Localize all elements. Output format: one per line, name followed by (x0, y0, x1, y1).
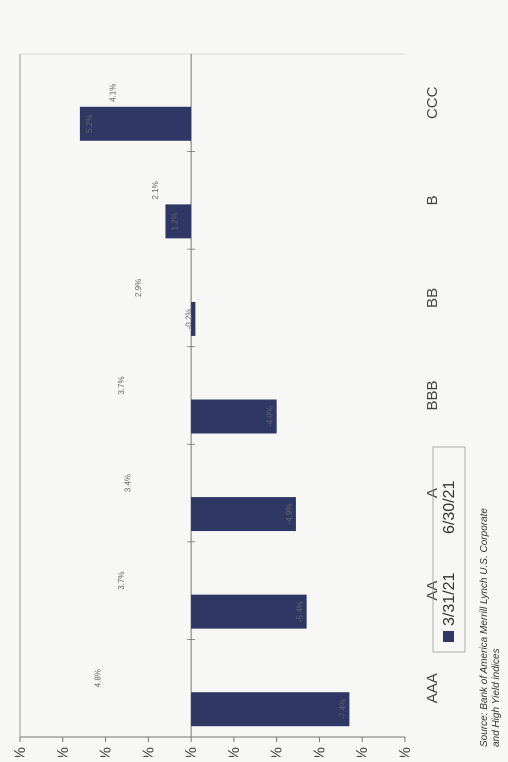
category-label: B (424, 195, 441, 205)
data-label-series-1: -4.0% (266, 406, 275, 427)
bars-group (79, 106, 350, 727)
value-tick-label: -10% (397, 747, 414, 757)
value-tick-label: 6% (55, 747, 72, 757)
value-tick-label: -6% (311, 747, 328, 757)
data-label-series-2: 3.7% (117, 572, 126, 590)
source-note-line-2: and High Yield indices (491, 648, 502, 747)
value-tick-label: 2% (140, 747, 157, 757)
bar-series-1 (79, 106, 192, 141)
bar-series-1 (191, 497, 296, 532)
value-tick-label: -4% (269, 747, 286, 757)
category-label: AA (424, 581, 441, 601)
value-tick-label: 4% (98, 747, 115, 757)
legend-label-series-1: 3/31/21 (441, 573, 458, 626)
value-tick-label: 0% (183, 747, 200, 757)
data-label-series-2: 3.4% (123, 474, 132, 492)
legend: 3/31/21 6/30/21 (432, 446, 466, 653)
data-label-series-1: 1.2% (170, 212, 179, 230)
bar-series-1 (191, 301, 196, 336)
category-label: AAA (424, 673, 441, 703)
legend-box (432, 446, 466, 653)
data-label-series-1: -7.4% (338, 699, 347, 720)
value-tick-label: 8% (12, 747, 29, 757)
bar-series-1 (191, 594, 307, 629)
chart-rotated-group: -10%-8%-6%-4%-2%0%2%4%6%8%AAAAAABBBBBBCC… (12, 53, 502, 762)
category-label: A (424, 488, 441, 498)
category-label: CCC (424, 86, 441, 119)
category-label: BB (424, 288, 441, 308)
data-label-series-2: 3.7% (117, 376, 126, 394)
bar-series-1 (165, 204, 192, 239)
data-label-series-2: 2.1% (151, 181, 160, 199)
data-label-series-2: 2.9% (134, 279, 143, 297)
category-label: BBB (424, 380, 441, 410)
data-label-series-1: -5.4% (296, 601, 305, 622)
bar-series-1 (191, 399, 277, 434)
labels-group: -7.4% 4.8% -5.4% 3.7% -4.9% 3.4% -4.0% 3.7% -0.2… (85, 84, 348, 720)
legend-label-series-2: 6/30/21 (441, 481, 458, 534)
data-label-series-2: 4.1% (108, 84, 117, 102)
bar-series-1 (191, 692, 350, 727)
data-label-series-1: -4.9% (285, 504, 294, 525)
data-label-series-1: -0.2% (184, 308, 193, 329)
value-tick-label: -8% (354, 747, 371, 757)
legend-swatch-series-1 (443, 631, 454, 642)
data-label-series-2: 4.8% (93, 669, 102, 687)
source-note-line-1: Source: Bank of America Merrill Lynch U.… (479, 508, 490, 747)
data-label-series-1: 5.2% (85, 115, 94, 133)
value-tick-label: -2% (226, 747, 243, 757)
